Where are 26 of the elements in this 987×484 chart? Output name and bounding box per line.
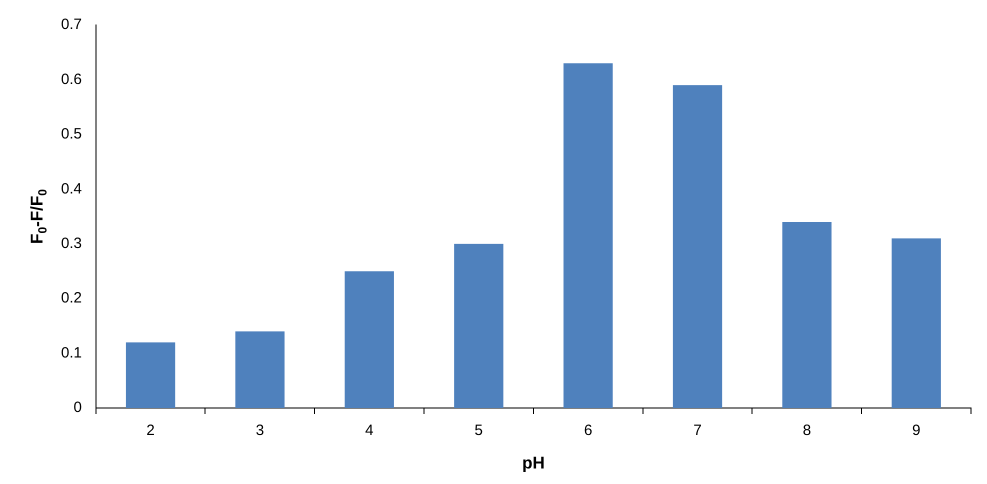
x-axis-title: pH (522, 454, 545, 473)
bar (454, 244, 504, 408)
y-tick-label: 0.6 (60, 70, 82, 88)
x-tick-label: 4 (365, 422, 374, 440)
x-tick-label: 3 (256, 422, 264, 440)
x-tick-label: 5 (474, 422, 483, 440)
y-tick-label: 0.2 (60, 290, 82, 307)
x-tick-label: 9 (912, 422, 920, 440)
bar (672, 85, 722, 408)
bar (782, 222, 832, 408)
y-tick-label: 0.1 (60, 344, 82, 362)
x-tick-label: 7 (693, 422, 702, 440)
x-tick-label: 2 (146, 422, 155, 440)
bar (564, 63, 613, 408)
x-tick-label: 8 (802, 422, 812, 440)
bar (126, 342, 176, 408)
x-tick-label: 6 (584, 422, 592, 440)
y-tick-label: 0.5 (60, 126, 82, 143)
y-tick-label: 0 (74, 399, 82, 416)
y-axis-title: F0-F/F0 (28, 188, 50, 244)
bar (235, 331, 285, 408)
y-tick-label: 0.4 (60, 180, 82, 198)
y-tick-label: 0.3 (60, 235, 82, 252)
bar (344, 271, 394, 408)
y-tick-label: 0.7 (60, 16, 82, 34)
bar (892, 238, 941, 408)
